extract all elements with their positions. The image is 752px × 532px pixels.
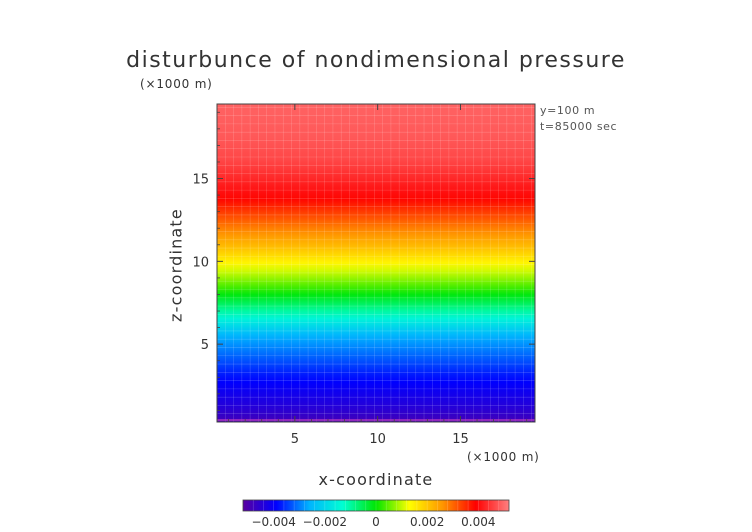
x-axis-label: x-coordinate (318, 470, 434, 489)
colorbar: −0.004 −0.002 0 0.002 0.004 (242, 499, 510, 529)
x-tick-label: 10 (369, 432, 386, 447)
colorbar-tick-label: 0 (372, 515, 380, 529)
colorbar-tick-label: 0.004 (461, 515, 495, 529)
x-axis-scale-label: (×1000 m) (467, 450, 540, 464)
y-tick-label: 15 (192, 173, 209, 188)
pressure-field (217, 104, 535, 422)
chart-title: disturbunce of nondimensional pressure (126, 48, 626, 73)
x-axis-ticks: 5 10 15 (228, 104, 528, 447)
annotation-y-position: y=100 m (540, 104, 596, 117)
grid-lines (216, 104, 535, 423)
colorbar-tick-label: −0.004 (251, 515, 295, 529)
y-tick-label: 5 (201, 338, 209, 353)
colorbar-bar (242, 499, 510, 512)
y-axis-ticks: 5 10 15 (192, 111, 535, 411)
plot-frame (216, 103, 536, 423)
annotation-time: t=85000 sec (540, 120, 618, 133)
y-tick-label: 10 (192, 255, 209, 270)
plot-area (216, 103, 536, 423)
colorbar-tick-label: 0.002 (410, 515, 444, 529)
colorbar-tick-label: −0.002 (303, 515, 347, 529)
x-tick-label: 15 (452, 432, 469, 447)
x-tick-label: 5 (291, 432, 299, 447)
y-axis-scale-label: (×1000 m) (140, 77, 213, 91)
